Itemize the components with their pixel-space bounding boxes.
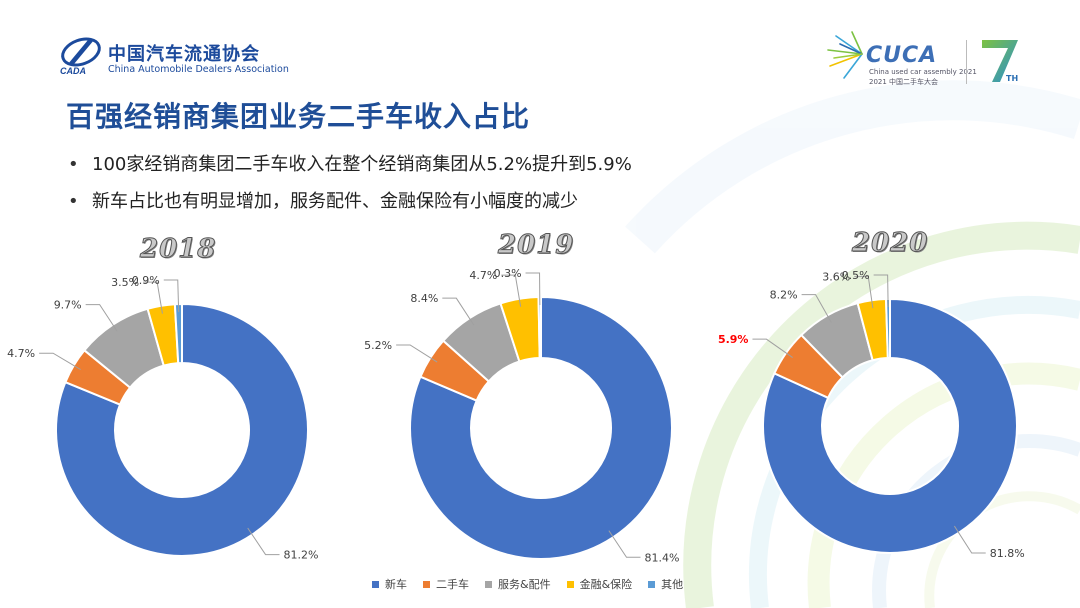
legend-item-other: 其他	[648, 576, 683, 592]
leader-line	[752, 338, 793, 358]
legend-swatch	[648, 580, 656, 588]
bullet-item: 100家经销商集团二手车收入在整个经销商集团从5.2%提升到5.9%	[66, 146, 632, 183]
data-label-service-parts: 8.4%	[410, 292, 438, 305]
bullet-item: 新车占比也有明显增加，服务配件、金融保险有小幅度的减少	[66, 183, 632, 220]
legend-item-finance-insurance: 金融&保险	[566, 576, 633, 592]
data-label-used-car: 4.7%	[7, 347, 35, 360]
chart-legend: 新车 二手车 服务&配件 金融&保险 其他	[372, 576, 683, 592]
page-title: 百强经销商集团业务二手车收入占比	[66, 100, 531, 133]
data-label-other: 0.9%	[132, 274, 160, 287]
org-name-en: China Automobile Dealers Association	[108, 64, 289, 75]
data-label-other: 0.5%	[842, 269, 870, 282]
legend-label: 二手车	[436, 578, 469, 591]
legend-label: 服务&配件	[498, 578, 551, 591]
leader-line	[163, 279, 180, 313]
leader-line	[143, 281, 163, 314]
data-label-other: 0.3%	[494, 267, 522, 280]
legend-swatch	[566, 580, 574, 588]
bullet-list: 100家经销商集团二手车收入在整个经销商集团从5.2%提升到5.9% 新车占比也…	[66, 146, 632, 220]
leader-line	[801, 294, 832, 323]
data-label-new-car: 81.8%	[990, 547, 1025, 560]
legend-item-service-parts: 服务&配件	[485, 576, 551, 592]
data-label-new-car: 81.2%	[284, 549, 319, 562]
org-name-cn: 中国汽车流通协会	[108, 44, 260, 65]
data-label-finance-insurance: 3.5%	[111, 276, 139, 289]
legend-swatch	[485, 580, 492, 588]
leader-line	[854, 276, 874, 309]
legend-item-new-car: 新车	[372, 576, 407, 592]
data-label-service-parts: 9.7%	[54, 299, 82, 312]
leader-line	[247, 527, 280, 556]
legend-label: 其他	[661, 578, 684, 591]
donut-slice-new-car	[55, 302, 309, 557]
data-label-new-car: 81.4%	[645, 551, 680, 564]
donut-slice-other	[884, 297, 891, 360]
data-label-service-parts: 8.2%	[770, 289, 798, 302]
header-divider	[966, 40, 967, 84]
leader-line	[873, 274, 889, 308]
donut-chart-2018: 81.2% 4.7% 9.7% 3.5%0.9%	[7, 274, 319, 562]
cuca-burst-icon	[827, 31, 863, 79]
data-label-used-car: 5.2%	[364, 339, 392, 352]
event-subtitle-cn: 2021 中国二手车大会	[869, 78, 939, 86]
donut-slice-other	[537, 295, 542, 360]
data-label-used-car: 5.9%	[718, 333, 749, 346]
legend-swatch	[372, 580, 379, 588]
donut-slice-other	[173, 302, 183, 365]
legend-label: 金融&保险	[579, 578, 633, 591]
legend-item-used-car: 二手车	[423, 576, 469, 592]
cada-logo-icon: CADA	[60, 37, 101, 76]
donut-slice-new-car	[409, 295, 673, 560]
leader-line	[39, 352, 81, 371]
leader-line	[501, 274, 522, 307]
donut-slice-new-car	[762, 297, 1018, 554]
legend-label: 新车	[385, 578, 407, 591]
event-subtitle-en: China used car assembly 2021	[869, 68, 977, 76]
seventh-anniversary-icon	[982, 40, 1018, 82]
anniversary-suffix: TH	[1006, 74, 1019, 83]
chart-title-2019: 2019	[497, 230, 575, 261]
svg-text:CADA: CADA	[60, 66, 86, 76]
header: CADA 中国汽车流通协会 China Automobile Dealers A…	[0, 0, 1080, 95]
chart-title-2020: 2020	[851, 228, 929, 259]
donut-chart-2020: 81.8% 5.9% 8.2% 3.6%0.5%	[718, 269, 1025, 560]
event-name: CUCA	[866, 43, 938, 68]
leader-line	[85, 304, 118, 332]
leader-line	[525, 272, 541, 306]
donut-chart-2019: 81.4% 5.2% 8.4% 4.7%0.3%	[364, 267, 680, 564]
data-label-finance-insurance: 3.6%	[822, 271, 850, 284]
chart-title-2018: 2018	[139, 234, 217, 265]
leader-line	[953, 525, 986, 554]
data-label-finance-insurance: 4.7%	[469, 269, 497, 282]
leader-line	[442, 297, 475, 326]
leader-line	[608, 530, 641, 558]
leader-line	[396, 344, 438, 363]
legend-swatch	[423, 580, 430, 588]
